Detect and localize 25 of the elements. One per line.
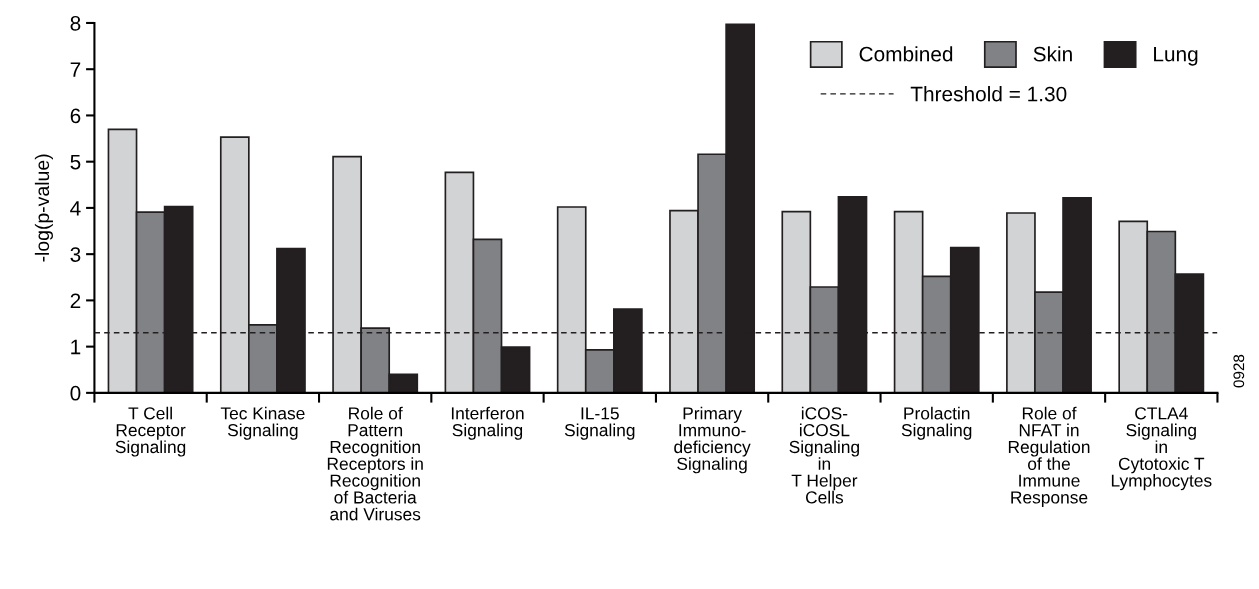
x-tick-label: Primary Immuno- deficiency Signaling <box>674 406 751 474</box>
y-tick-label: 5 <box>70 154 81 170</box>
y-tick-label: 4 <box>70 201 81 216</box>
text: 0928 <box>1233 354 1245 388</box>
x-tick-label: Interferon Signaling <box>451 406 524 440</box>
x-tick-label: CTLA4 Signaling in Cytotoxic T Lymphocytes <box>1111 407 1212 491</box>
y-axis-title: -log(p-value) <box>34 154 53 262</box>
y-tick-label: 3 <box>70 247 81 262</box>
y-tick-label: 6 <box>70 108 81 124</box>
x-tick-label: Tec Kinase Signaling <box>220 406 305 440</box>
x-tick-label: T Cell Receptor Signaling <box>115 406 186 457</box>
x-tick-label: Role of NFAT in Regulation of the Immune Response <box>1008 406 1090 507</box>
x-tick-label: iCOS- iCOSL Signaling in T Helper Cells <box>789 406 859 504</box>
y-tick-label: 0 <box>70 385 81 401</box>
y-tick-label: 8 <box>70 15 81 31</box>
y-tick-label: 2 <box>70 293 81 308</box>
legend-label: Threshold = 1.30 <box>910 86 1067 102</box>
x-tick-label: Prolactin Signaling <box>901 406 972 440</box>
x-tick-label: IL-15 Signaling <box>564 407 635 440</box>
x-tick-label: Role of Pattern Recognition Receptors in Recognition of Bacteria and Viruses <box>327 406 423 521</box>
y-tick-label: 1 <box>71 339 81 355</box>
legend-label: Lung <box>1154 46 1198 66</box>
legend-label: Skin <box>1033 46 1072 62</box>
legend-label: Combined <box>859 46 953 62</box>
y-tick-label: 7 <box>70 62 81 77</box>
